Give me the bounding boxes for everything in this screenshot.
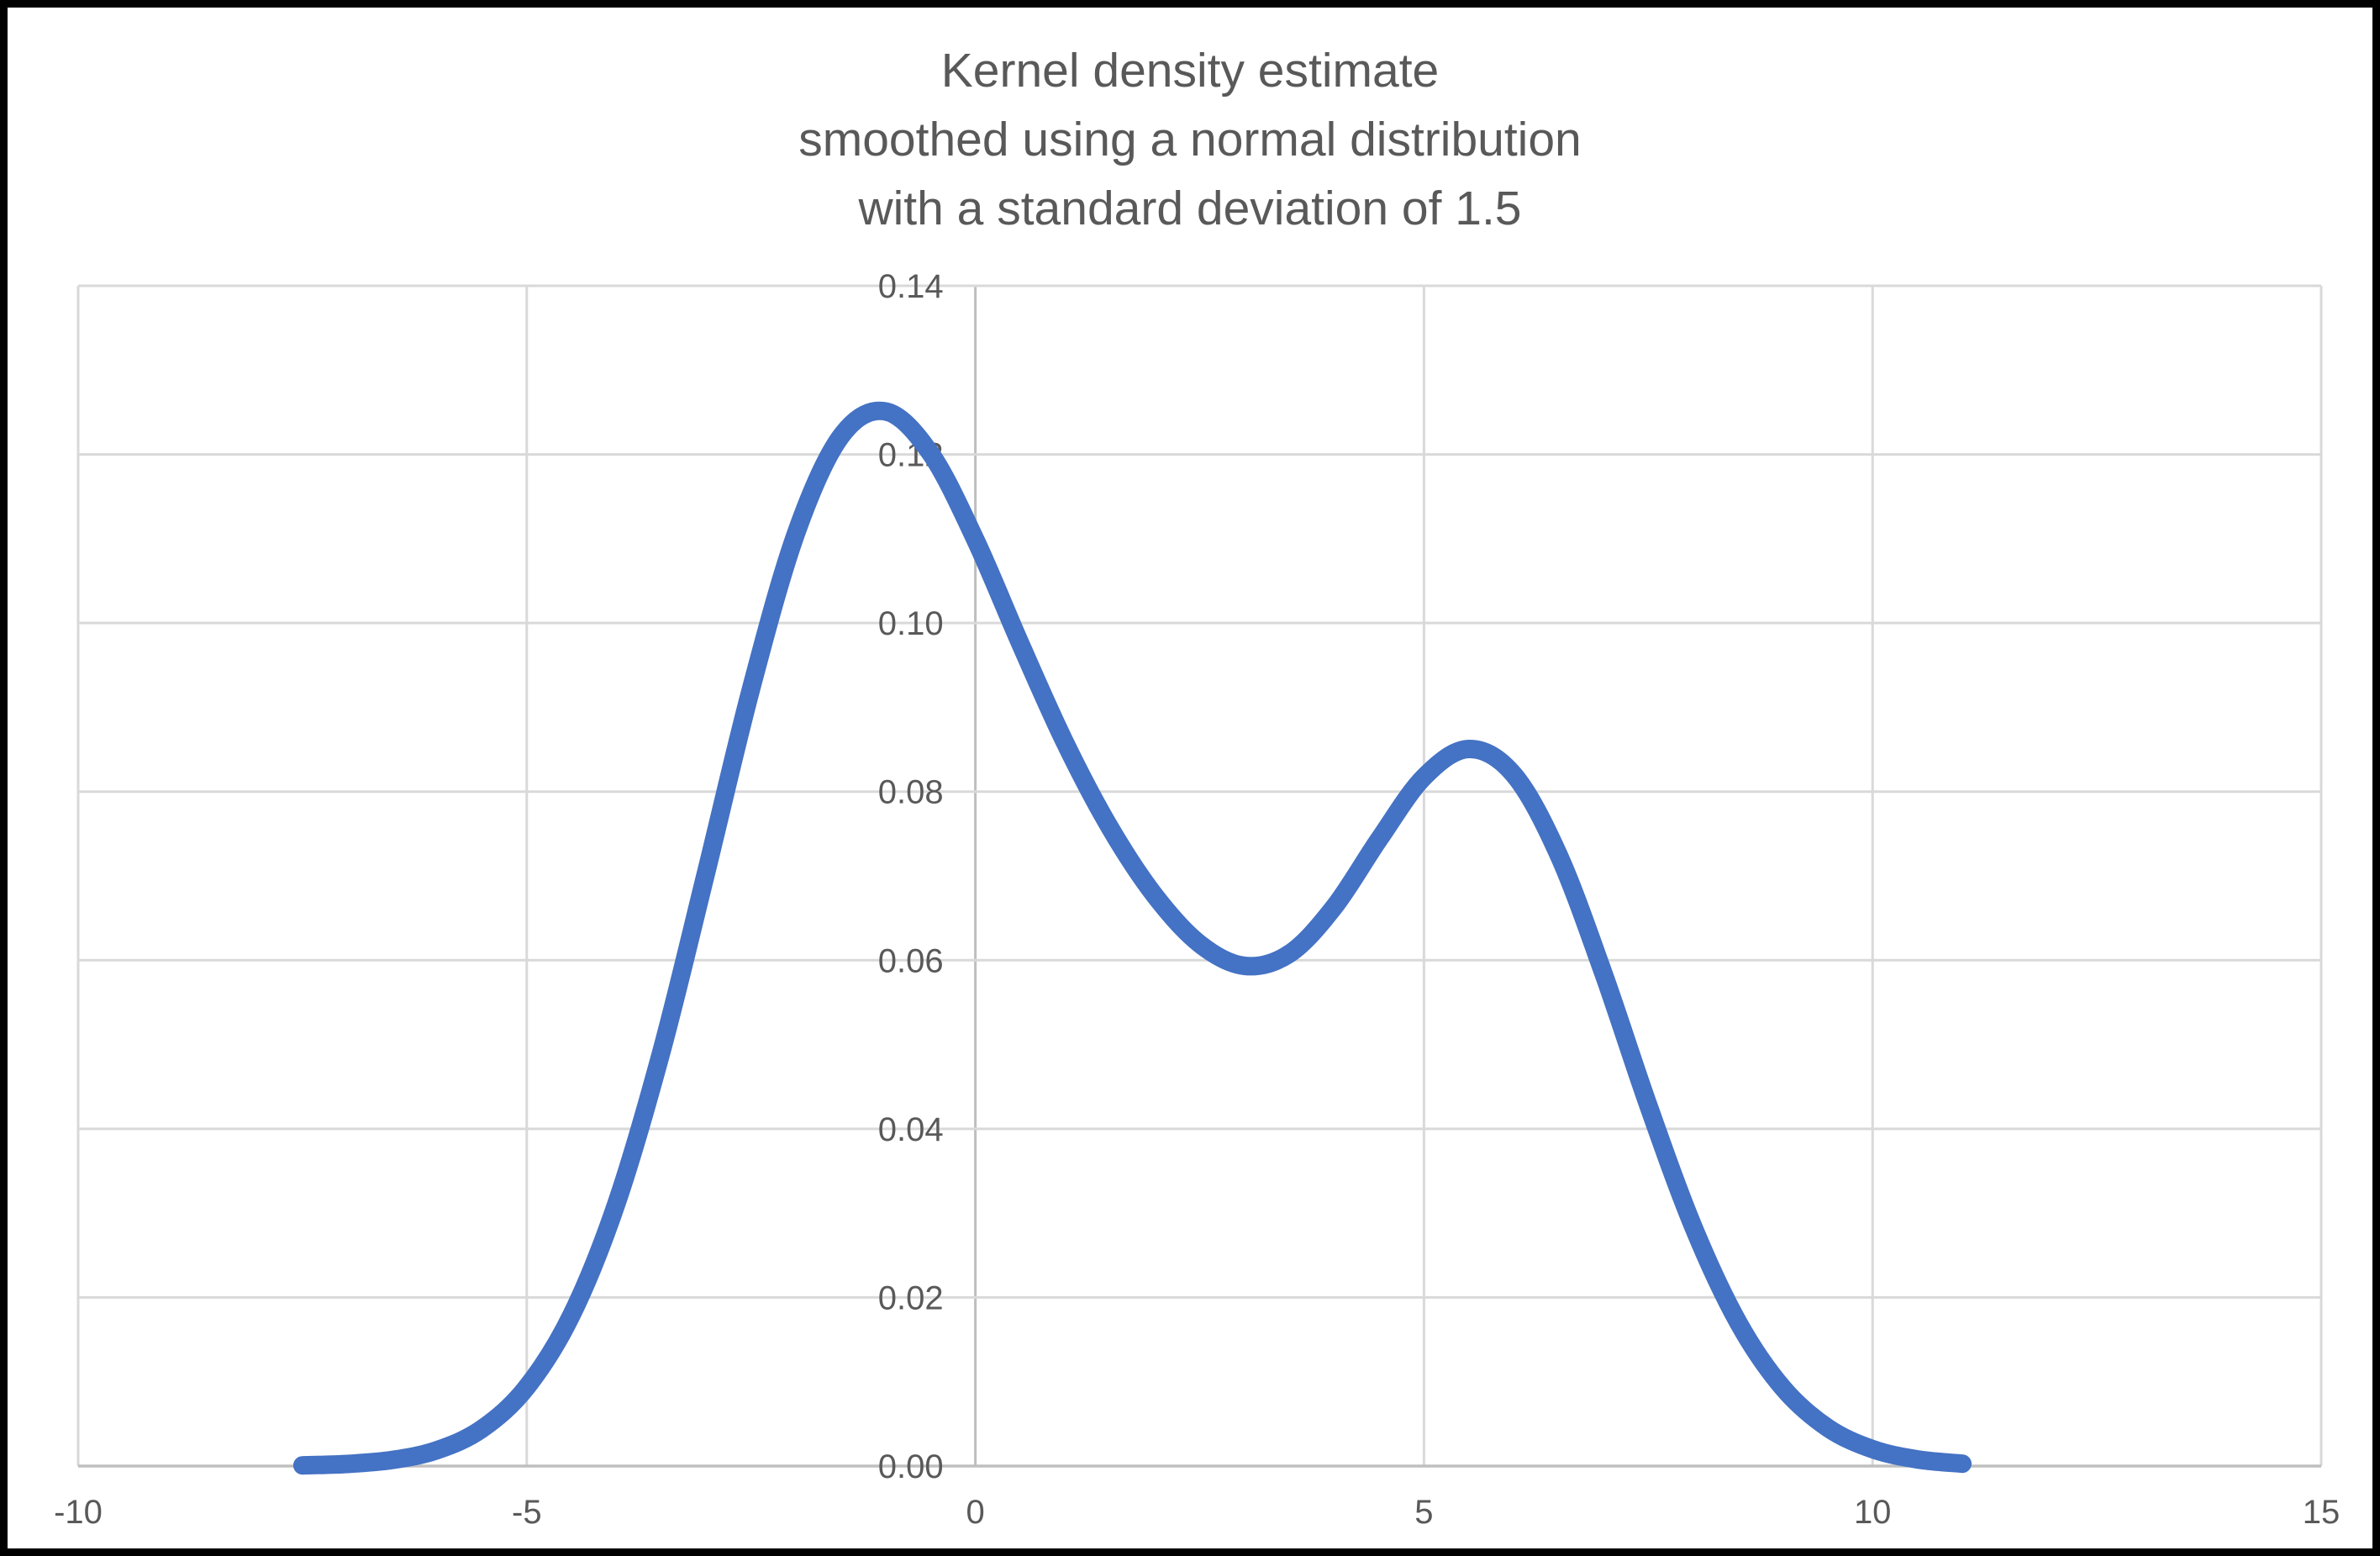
plot-svg: 0.000.020.040.060.080.100.120.14 -10 -5 0 5… (54, 268, 2340, 1531)
y-tick-label: 0.06 (878, 942, 944, 979)
y-tick-label: 0.14 (878, 268, 944, 305)
density-curve (292, 401, 1972, 1475)
x-tick-label: 15 (2303, 1494, 2341, 1531)
chart-title: Kernel density estimate smoothed using a… (798, 44, 1582, 235)
x-tick-label: -5 (512, 1494, 542, 1531)
series-lines (292, 401, 1972, 1475)
x-tick-label: 0 (966, 1494, 984, 1531)
y-tick-label: 0.04 (878, 1111, 944, 1148)
y-tick-label: 0.00 (878, 1448, 944, 1485)
x-tick-label: 5 (1414, 1494, 1433, 1531)
x-tick-labels: -10 -5 0 5 10 15 (54, 1494, 2340, 1531)
x-tick-label: -10 (54, 1494, 103, 1531)
x-tick-label: 10 (1854, 1494, 1892, 1531)
y-tick-label: 0.08 (878, 774, 944, 811)
y-tick-label: 0.02 (878, 1279, 944, 1316)
gridlines (76, 284, 2323, 1466)
y-tick-label: 0.10 (878, 605, 944, 642)
